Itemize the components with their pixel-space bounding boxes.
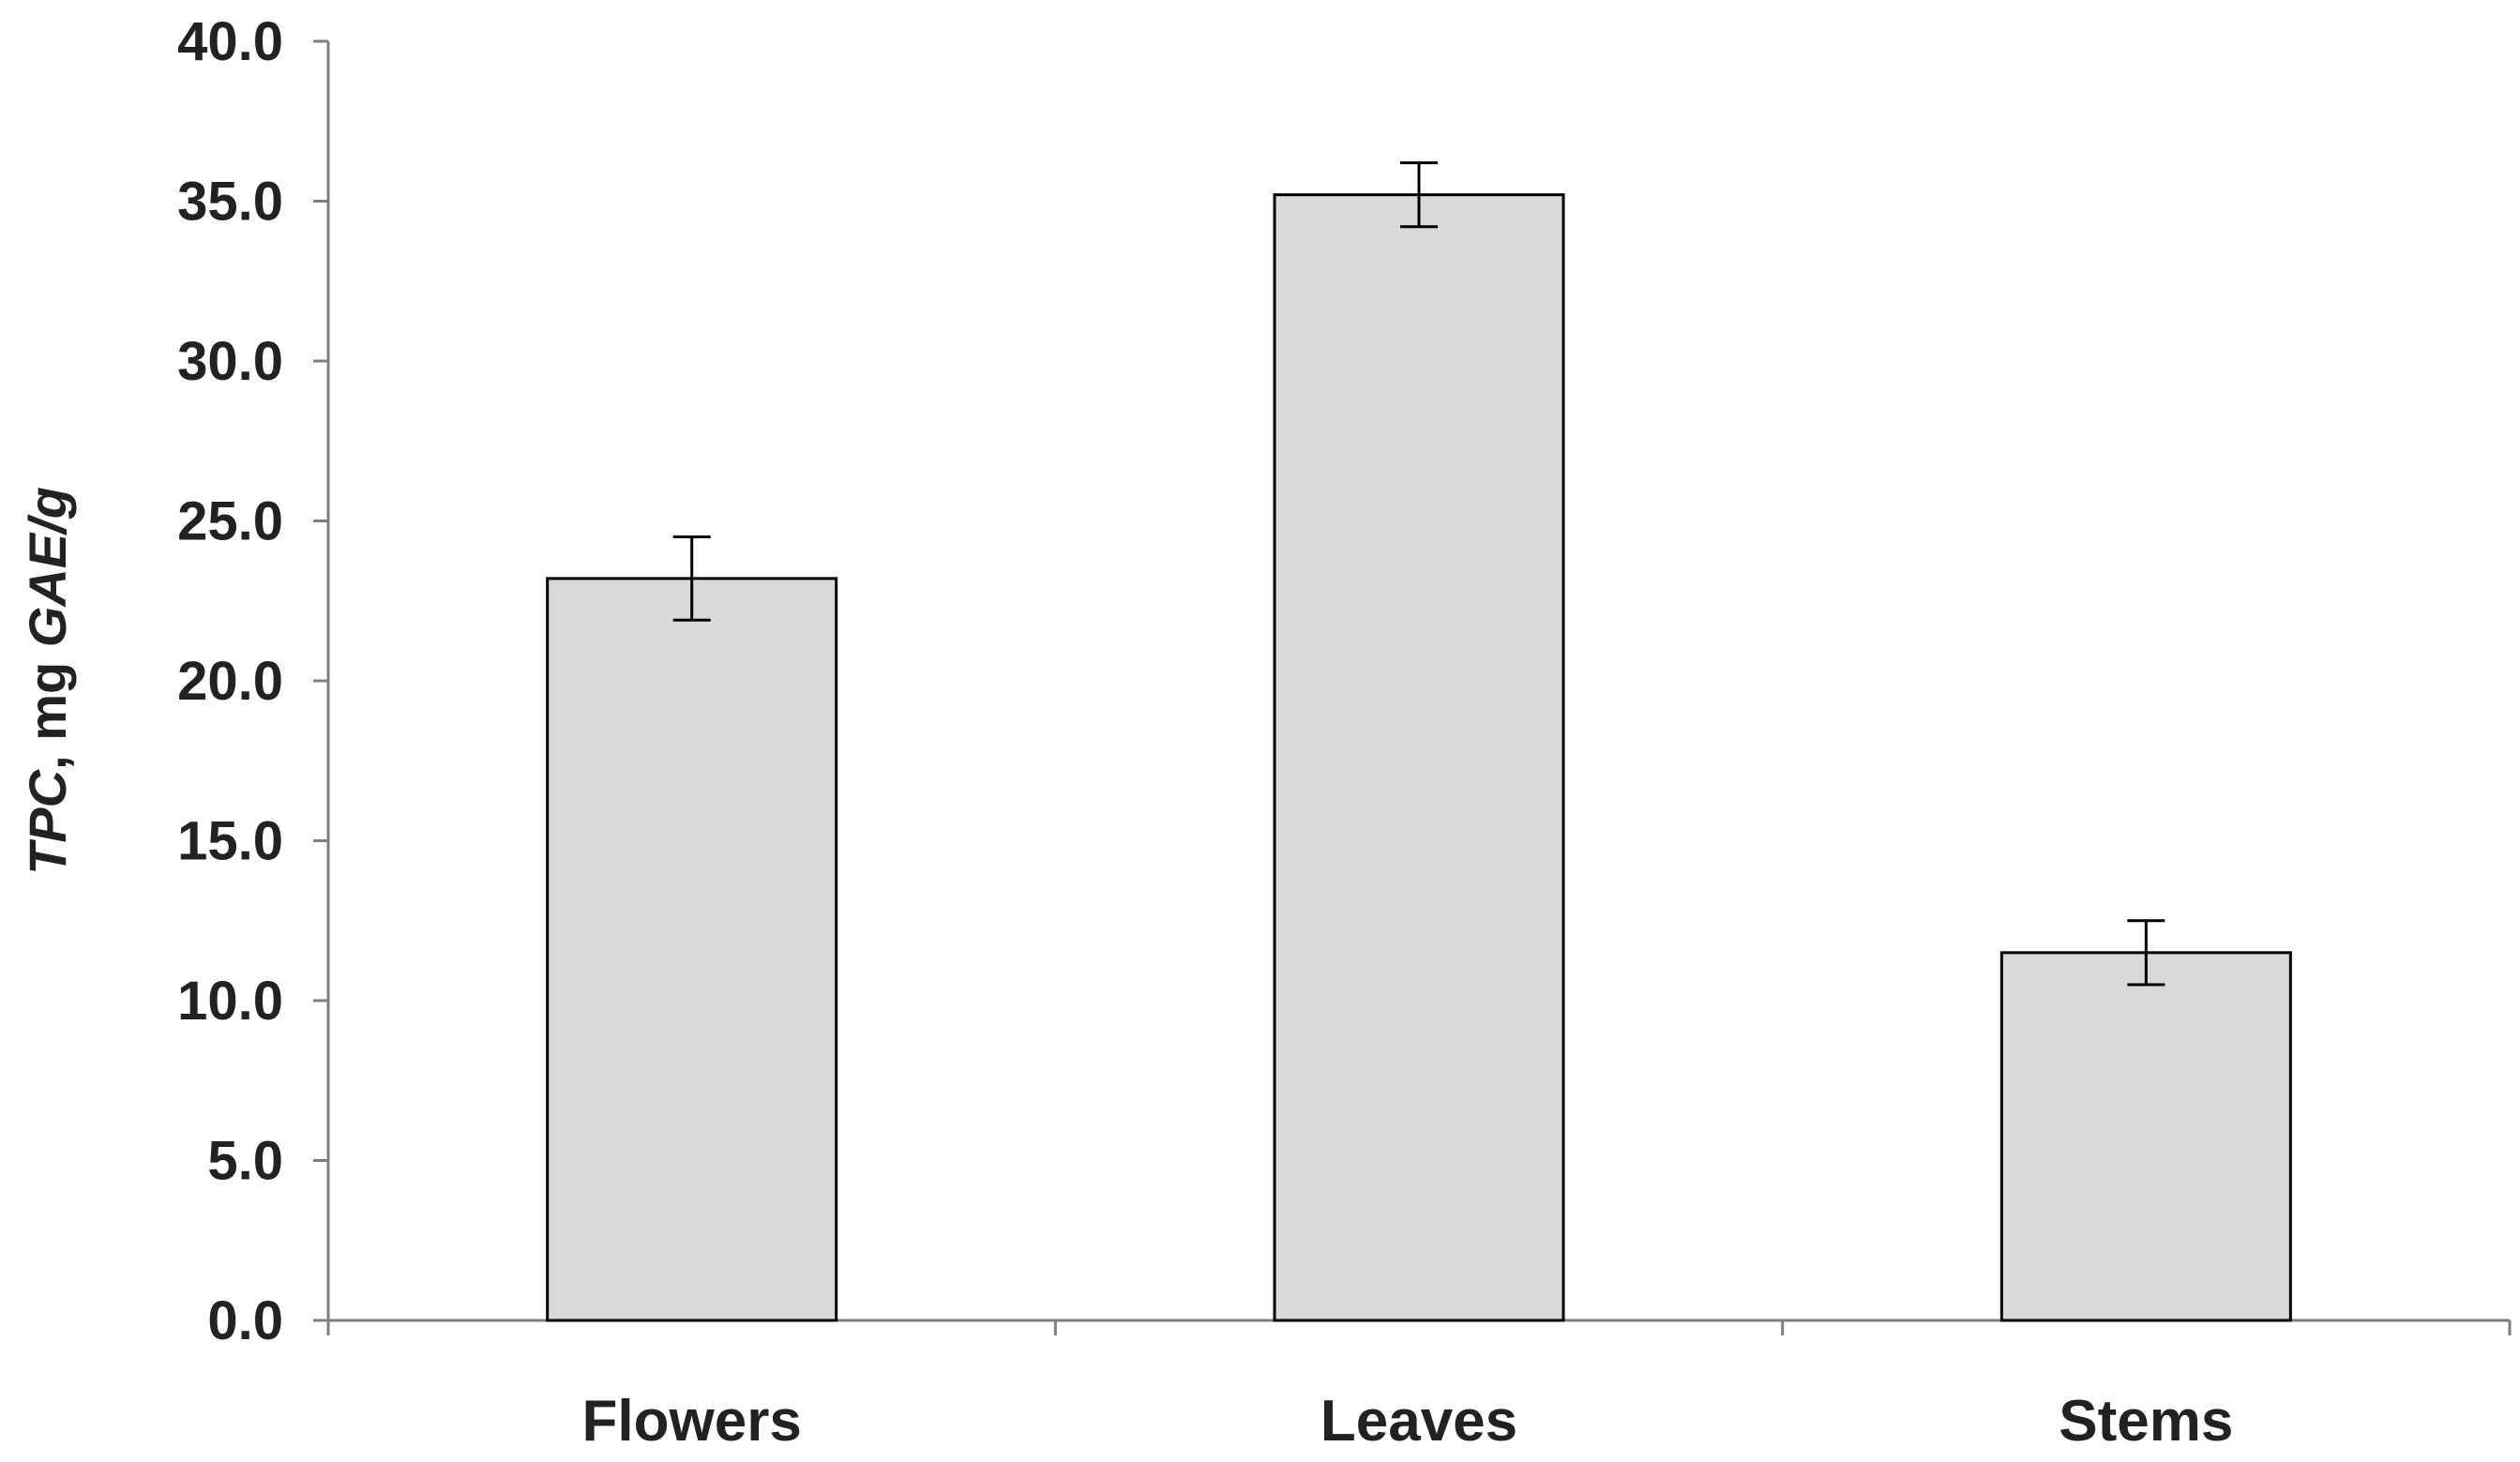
y-axis-title-part: TPC	[18, 768, 77, 875]
x-axis-ticks	[326, 1320, 2512, 1335]
bars	[546, 193, 2292, 1322]
category-label: Leaves	[1320, 1389, 1517, 1454]
y-tick-label: 5.0	[207, 1131, 283, 1192]
y-axis-title-part: GAE	[18, 532, 77, 647]
y-tick-label: 40.0	[177, 11, 283, 72]
category-label: Flowers	[582, 1389, 802, 1454]
y-tick-label: 25.0	[177, 491, 283, 552]
y-tick-label: 0.0	[207, 1290, 283, 1351]
category-label: Stems	[2059, 1389, 2233, 1454]
y-axis-title-part: , mg	[18, 647, 77, 770]
y-tick-label: 10.0	[177, 971, 283, 1032]
y-tick-label: 15.0	[177, 811, 283, 872]
category-labels: Flowers Leaves Stems	[582, 1389, 2234, 1454]
bar-stems	[1999, 951, 2292, 1322]
bar-leaves	[1273, 193, 1565, 1322]
y-tick-label: 35.0	[177, 172, 283, 233]
y-tick-label: 20.0	[177, 651, 283, 712]
y-axis-title: TPC, mg GAE/g	[18, 487, 77, 875]
error-bars	[672, 161, 2165, 987]
y-axis-ticks: 0.0 5.0 10.0 15.0 20.0 25.0 30.0 35.0 40.0	[177, 11, 328, 1351]
bar-flowers	[546, 577, 838, 1322]
y-axis-title-part: /g	[18, 487, 77, 536]
y-tick-label: 30.0	[177, 331, 283, 392]
